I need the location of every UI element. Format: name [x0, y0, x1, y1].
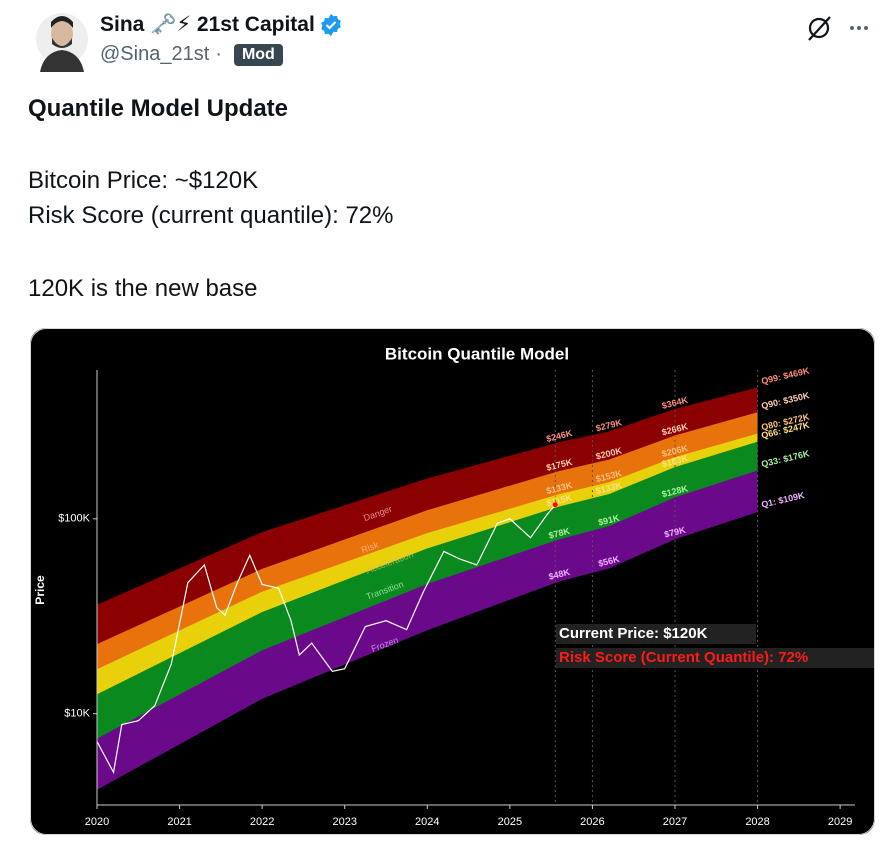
- top-icons: [808, 16, 868, 41]
- post-heading: Quantile Model Update: [28, 95, 289, 122]
- current-marker: [552, 502, 558, 508]
- more-icon[interactable]: [850, 26, 868, 30]
- separator: ·: [215, 43, 222, 65]
- author-name[interactable]: Sina 🗝️⚡ 21st Capital: [100, 13, 315, 36]
- x-tick-label: 2020: [85, 816, 109, 828]
- quantile-line: [96, 433, 758, 671]
- avatar[interactable]: [36, 6, 88, 72]
- band-fill: [97, 387, 758, 645]
- grok-icon[interactable]: [808, 16, 831, 41]
- x-tick-label: 2026: [580, 816, 604, 828]
- post-line: Bitcoin Price: ~$120K: [28, 167, 259, 194]
- quantile-line: [96, 470, 758, 740]
- card-border: [30, 328, 875, 835]
- y-tick-label: $10K: [64, 708, 90, 720]
- x-tick-label: 2023: [332, 816, 356, 828]
- annotation: Risk Score (Current Quantile): 72%: [559, 649, 808, 666]
- y-axis-label: Price: [33, 575, 47, 605]
- x-tick-label: 2024: [415, 816, 439, 828]
- chart-title: Bitcoin Quantile Model: [385, 344, 569, 363]
- quantile-line: [96, 441, 758, 696]
- x-tick-label: 2029: [828, 816, 852, 828]
- post-line: 120K is the new base: [28, 275, 258, 302]
- x-tick-label: 2021: [167, 816, 191, 828]
- mod-badge: Mod: [233, 43, 283, 66]
- annotation: Current Price: $120K: [559, 625, 708, 642]
- band-fill: [97, 434, 758, 695]
- handle-row: @Sina_21st · Mod: [100, 43, 283, 66]
- annotation-bg: [556, 624, 756, 644]
- x-tick-label: 2027: [663, 816, 687, 828]
- price-line: [96, 504, 556, 775]
- verified-badge: [320, 13, 341, 36]
- quantile-line: [96, 412, 758, 646]
- author-row: Sina 🗝️⚡ 21st Capital: [100, 12, 343, 37]
- quantile-line: [96, 511, 758, 790]
- post-line: Risk Score (current quantile): 72%: [28, 202, 394, 229]
- x-tick-label: 2025: [498, 816, 522, 828]
- x-tick-label: 2028: [745, 816, 769, 828]
- annotation-bg: [556, 648, 875, 668]
- band-fill: [97, 412, 758, 670]
- quantile-line: [96, 387, 758, 606]
- x-tick-label: 2022: [250, 816, 274, 828]
- handle[interactable]: @Sina_21st: [100, 43, 210, 65]
- y-tick-label: $100K: [58, 513, 90, 525]
